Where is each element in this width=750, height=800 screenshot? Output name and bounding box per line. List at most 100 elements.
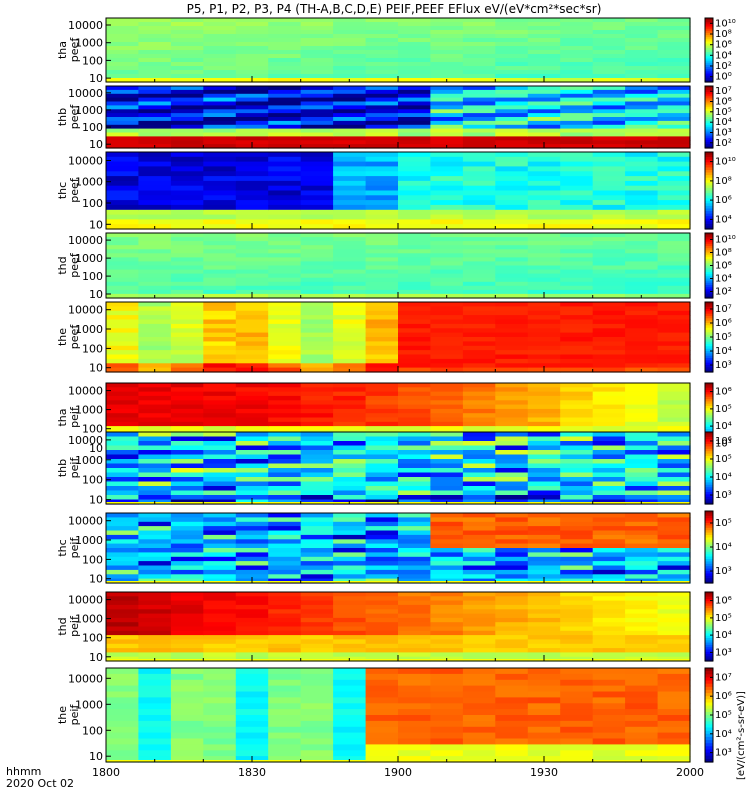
heatmap-cell [268,600,302,606]
heatmap-cell [333,70,367,75]
heatmap-cell [625,626,659,632]
colorbar-segment [705,408,713,412]
heatmap-cell [625,22,659,27]
heatmap-cell [430,289,464,295]
panel-ylabel-probe: thd [56,617,69,635]
heatmap-cell [592,285,626,291]
colorbar-segment [705,394,713,398]
heatmap-cell [235,432,269,438]
heatmap-cell [657,441,691,447]
heatmap-cell [268,441,302,447]
colorbar-segment [705,252,713,256]
colorbar-segment [705,341,713,345]
heatmap-cell [625,459,659,465]
heatmap-cell [235,341,269,347]
heatmap-cell [235,209,269,216]
heatmap-cell [170,86,204,91]
heatmap-cell [430,341,464,347]
heatmap-cell [462,513,496,518]
heatmap-cell [138,530,172,536]
heatmap-cell [365,358,399,364]
colorbar-segment [705,185,713,189]
heatmap-cell [138,445,172,451]
heatmap-cell [398,652,431,658]
heatmap-cell [495,556,529,562]
heatmap-cell [106,337,139,342]
heatmap-cell [300,195,334,201]
heatmap-cell [430,156,464,163]
heatmap-cell [170,459,204,465]
heatmap-cell [592,556,626,562]
colorbar-segment [705,221,713,225]
heatmap-cell [592,391,626,397]
heatmap-cell [106,643,139,649]
heatmap-cell [462,54,496,59]
heatmap-cell [495,315,529,321]
heatmap-cell [300,26,334,31]
heatmap-cell [495,249,529,254]
heatmap-cell [527,534,561,540]
heatmap-cell [398,436,431,442]
heatmap-cell [300,715,334,722]
colorbar-segment [705,369,713,373]
heatmap-cell [430,26,464,31]
heatmap-cell [300,756,334,763]
heatmap-cell [106,101,139,106]
colorbar-segment [705,513,713,517]
heatmap-cell [398,253,431,258]
heatmap-cell [462,367,496,373]
heatmap-cell [106,214,139,220]
heatmap-cell [268,289,302,295]
heatmap-cell [365,613,399,619]
heatmap-cell [527,152,561,158]
colorbar-segment [705,683,713,688]
heatmap-cell [138,363,172,369]
heatmap-cell [235,323,269,329]
heatmap-cell [138,42,172,47]
heatmap-cell [106,556,139,562]
colorbar-segment [705,246,713,249]
heatmap-cell [203,78,237,83]
heatmap-cell [333,539,367,545]
heatmap-cell [625,539,659,545]
heatmap-cell [560,58,594,63]
panel-ylabel: thc peef [56,177,81,203]
heatmap-cell [462,277,496,283]
heatmap-cell [560,436,594,442]
heatmap-cell [106,565,139,571]
heatmap-cell [268,200,302,206]
heatmap-cell [560,171,594,177]
heatmap-cell [106,750,139,757]
colorbar-tick-label: 10⁶ [715,318,732,329]
heatmap-cell [235,622,269,628]
heatmap-cell [170,697,204,704]
panel-ylabel-probe: thb [56,459,69,477]
heatmap-cell [527,679,561,687]
heatmap-cell [333,574,367,580]
heatmap-cell [170,132,204,137]
heatmap-cell [203,257,237,263]
heatmap-cell [268,490,302,496]
heatmap-cell [300,709,334,716]
colorbar-segment [705,293,713,297]
heatmap-cell [268,652,302,658]
heatmap-cell [138,477,172,483]
heatmap-cell [203,293,237,299]
heatmap-cell [527,622,561,628]
colorbar-segment [705,640,713,644]
heatmap-cell [203,190,237,196]
heatmap-cell [462,224,496,230]
heatmap-cell [495,600,529,606]
heatmap-cell [203,38,237,43]
heatmap-cell [333,315,367,321]
heatmap-cell [300,214,334,220]
heatmap-cell [657,574,691,580]
heatmap-cell [625,200,659,206]
colorbar-segment [705,106,713,110]
heatmap-cell [365,530,399,536]
heatmap-cell [170,530,204,536]
heatmap-cell [657,697,691,704]
heatmap-cell [430,436,464,442]
colorbar-tick-label: 10³ [715,566,732,577]
